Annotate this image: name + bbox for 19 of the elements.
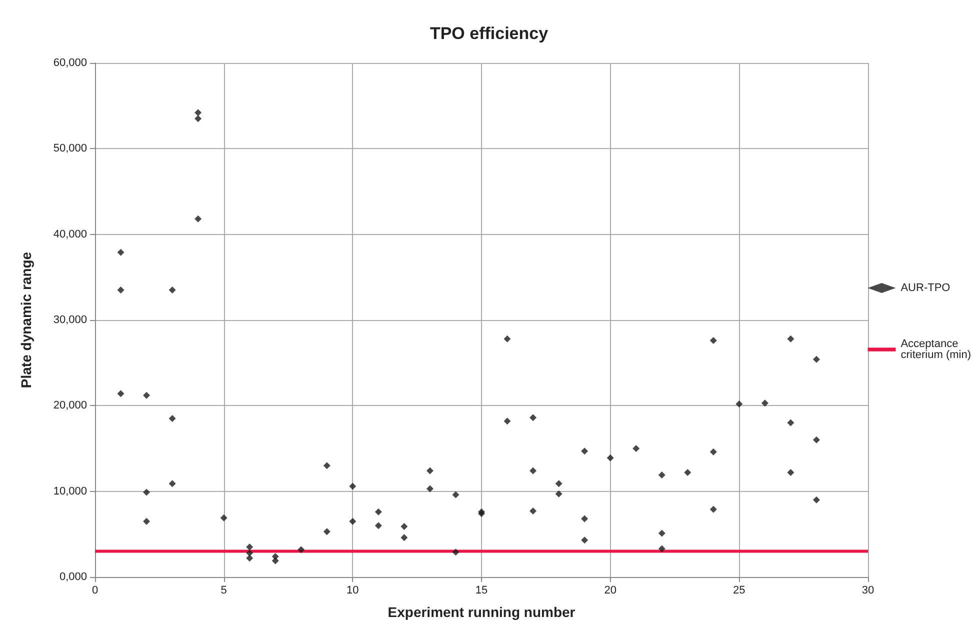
y-tick-label: 0,000 [59,571,87,583]
x-axis-title: Experiment running number [388,604,576,620]
y-tick-label: 20,000 [53,400,87,412]
y-tick-label: 40,000 [53,228,87,240]
legend-label: Acceptance criterium (min) [900,338,972,361]
y-tick-label: 60,000 [53,57,87,69]
x-tick-label: 5 [220,584,227,596]
x-tick-label: 0 [92,584,98,596]
chart-title: TPO efficiency [430,24,549,43]
x-tick-label: 25 [733,584,746,596]
y-tick-label: 30,000 [53,314,87,326]
y-tick-label: 50,000 [53,142,87,155]
x-tick-label: 30 [862,584,874,596]
x-tick-label: 15 [475,584,488,596]
y-tick-label: 10,000 [53,485,87,498]
x-tick-label: 10 [346,584,359,596]
legend-label: AUR-TPO [900,282,951,294]
y-axis-title: Plate dynamic range [18,252,34,388]
x-tick-label: 20 [604,584,616,596]
